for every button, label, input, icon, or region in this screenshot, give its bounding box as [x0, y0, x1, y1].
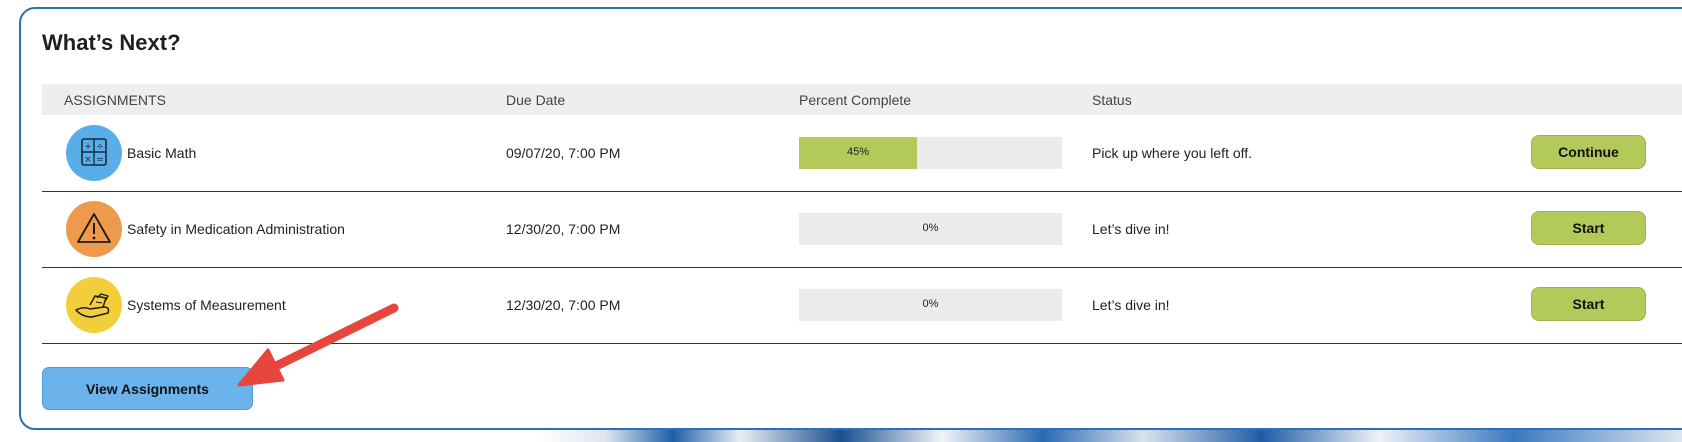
start-button[interactable]: Start [1531, 211, 1646, 245]
due-date: 12/30/20, 7:00 PM [506, 221, 621, 237]
svg-text:÷: ÷ [96, 142, 104, 152]
table-header [42, 84, 1682, 115]
progress-label: 45% [846, 146, 870, 158]
progress-fill [799, 137, 917, 169]
status-text: Pick up where you left off. [1092, 145, 1253, 161]
header-due-date: Due Date [506, 92, 566, 108]
continue-button[interactable]: Continue [1531, 135, 1646, 169]
warning-triangle-icon [66, 201, 122, 257]
card-title: What’s Next? [42, 30, 181, 55]
header-assignments: ASSIGNMENTS [64, 92, 166, 108]
view-assignments-button[interactable]: View Assignments [42, 367, 253, 410]
assignment-name[interactable]: Basic Math [127, 145, 197, 161]
header-percent-complete: Percent Complete [799, 92, 912, 108]
due-date: 09/07/20, 7:00 PM [506, 145, 621, 161]
due-date: 12/30/20, 7:00 PM [506, 297, 621, 313]
progress-bar: 45% [799, 137, 1062, 169]
measuring-cup-icon [66, 277, 122, 333]
progress-bar: 0% [799, 289, 1062, 321]
progress-label: 0% [922, 222, 939, 234]
status-text: Let’s dive in! [1092, 221, 1170, 237]
table-row: Safety in Medication Administration 12/3… [42, 191, 1682, 268]
start-button[interactable]: Start [1531, 287, 1646, 321]
assignment-name[interactable]: Safety in Medication Administration [127, 221, 345, 237]
table-row: + ÷ × = Basic Math 09/07/20, 7:00 PM 45%… [42, 115, 1682, 192]
svg-text:×: × [84, 155, 92, 165]
status-text: Let’s dive in! [1092, 297, 1170, 313]
table-row: Systems of Measurement 12/30/20, 7:00 PM… [42, 267, 1682, 344]
assignment-name[interactable]: Systems of Measurement [127, 297, 286, 313]
calculator-icon: + ÷ × = [66, 125, 122, 181]
progress-bar: 0% [799, 213, 1062, 245]
svg-text:+: + [84, 142, 92, 152]
svg-text:=: = [96, 155, 104, 165]
progress-label: 0% [922, 298, 939, 310]
header-status: Status [1092, 92, 1132, 108]
